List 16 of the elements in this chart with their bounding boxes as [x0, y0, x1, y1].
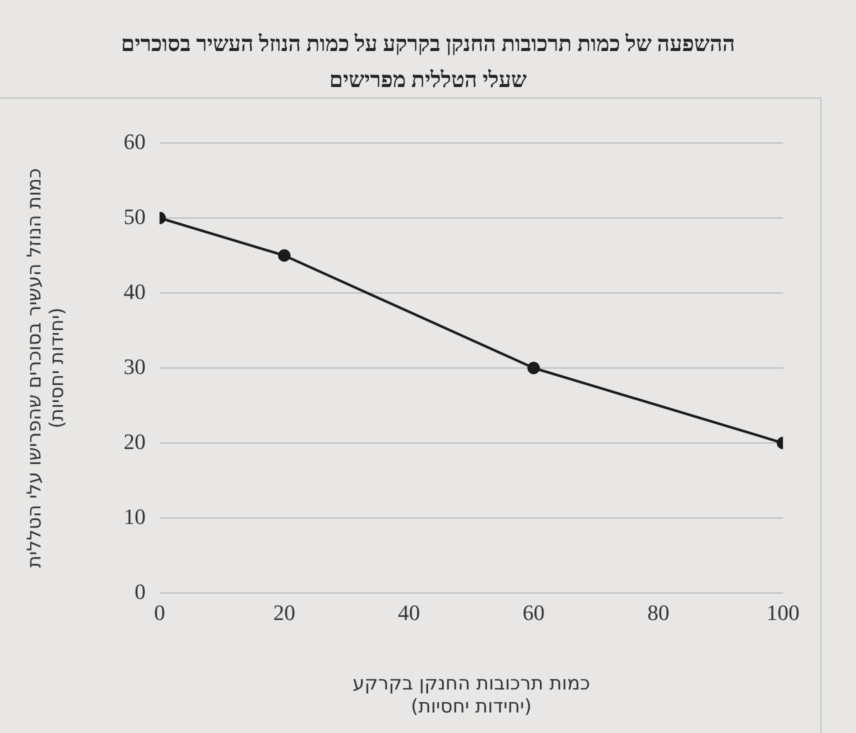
y-tick-label: 50 — [124, 204, 146, 229]
y-tick-label: 30 — [124, 354, 146, 379]
y-tick-label: 20 — [124, 428, 146, 454]
chart-title: ההשפעה של כמות תרכובות החנקן בקרקע על כמות הנוזל העשיר בסוכרים שעלי הטללית מפרישים — [120, 30, 736, 92]
x-tick-label: 100 — [766, 600, 800, 625]
y-tick-label: 40 — [124, 278, 146, 304]
y-axis-title: כמות הנוזל העשיר בסוכרים שהפרישו עלי הטללית (יחידות יחסיות) — [23, 168, 68, 568]
y-tick-label: 10 — [124, 504, 146, 529]
x-axis-title: כמות תרכובות החנקן בקרקע (יחידות יחסיות) — [352, 672, 590, 718]
x-tick-label: 20 — [273, 600, 296, 625]
x-tick-label: 60 — [522, 600, 545, 625]
x-tick-label: 0 — [154, 600, 166, 625]
x-tick-label: 40 — [398, 600, 420, 625]
y-tick-label: 60 — [124, 128, 146, 154]
y-tick-label: 0 — [134, 578, 146, 604]
x-tick-label: 80 — [647, 600, 670, 625]
